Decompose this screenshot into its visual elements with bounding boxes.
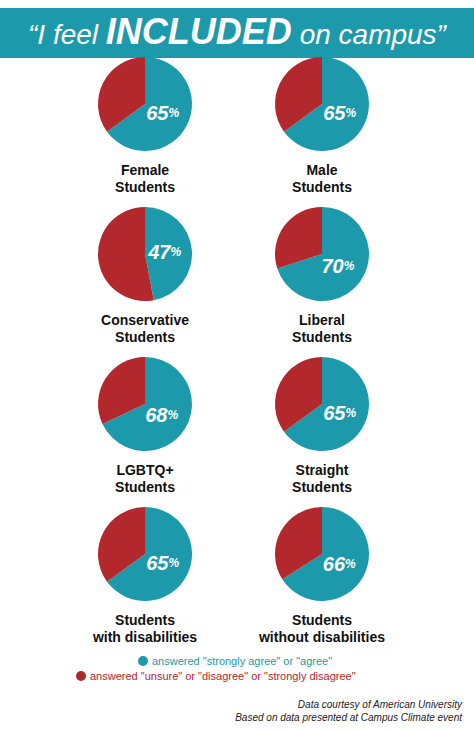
chart-title-line: Straight [296, 462, 349, 478]
data-label-part: % [168, 106, 179, 120]
data-label: 65% [323, 402, 356, 424]
data-label: 65% [146, 102, 179, 124]
pie-slice [98, 207, 154, 301]
chart-title-line: Students [115, 479, 175, 495]
data-label: 47% [147, 241, 181, 263]
title-part: “I feel [28, 19, 106, 50]
chart-title-line: Students [115, 179, 175, 195]
pie-slice [98, 357, 145, 424]
pie-chart: FemaleStudents [98, 57, 192, 195]
pie-slice [275, 57, 322, 132]
data-label-part: % [168, 556, 179, 570]
title: “I feel INCLUDED on campus” [28, 11, 448, 52]
pie-slice [275, 507, 322, 579]
pie-slice [98, 57, 145, 132]
data-label-part: % [344, 259, 355, 273]
chart-title: Studentswithout disabilities [258, 612, 385, 645]
chart-title-line: Students [292, 179, 352, 195]
chart-title-line: with disabilities [92, 629, 197, 645]
data-label-part: % [170, 245, 181, 259]
data-label: 68% [145, 404, 178, 426]
pie-chart: LiberalStudents [275, 207, 369, 345]
source-note: Based on data presented at Campus Climat… [235, 712, 463, 723]
title-part: INCLUDED [106, 11, 292, 52]
data-label: 65% [323, 102, 356, 124]
data-label-part: 70 [322, 255, 344, 277]
chart-title: FemaleStudents [115, 162, 175, 195]
chart-title-line: Students [292, 479, 352, 495]
pie-chart: MaleStudents [275, 57, 369, 195]
source-note: Data courtesy of American University [298, 699, 463, 710]
data-label: 70% [322, 255, 355, 277]
chart-title-line: Students [115, 329, 175, 345]
chart-title-line: Female [121, 162, 169, 178]
data-label-part: % [345, 406, 356, 420]
pie-chart: Studentswith disabilities [92, 507, 197, 645]
data-label-part: 65 [146, 552, 169, 574]
data-label-part: 66 [323, 553, 346, 575]
data-label-part: 65 [323, 402, 346, 424]
chart-title-line: Liberal [299, 312, 345, 328]
data-label-part: 65 [146, 102, 169, 124]
pie-slice [275, 357, 322, 432]
chart-title-line: Students [292, 329, 352, 345]
pie-chart: LGBTQ+Students [98, 357, 192, 495]
chart-title-line: without disabilities [258, 629, 385, 645]
data-label: 65% [146, 552, 179, 574]
title-banner [0, 8, 474, 58]
data-label-part: % [345, 106, 356, 120]
chart-title: ConservativeStudents [101, 312, 189, 345]
pie-chart: StraightStudents [275, 357, 369, 495]
legend-swatch [138, 656, 148, 666]
pie-chart: ConservativeStudents [98, 207, 192, 345]
data-label-part: 68 [145, 404, 168, 426]
data-label-part: 65 [323, 102, 346, 124]
chart-title-line: Students [115, 612, 175, 628]
chart-title: LGBTQ+Students [115, 462, 175, 495]
chart-title-line: Students [292, 612, 352, 628]
title-part: on campus” [292, 19, 448, 50]
legend-label: answered "unsure" or "disagree" or "stro… [90, 670, 356, 682]
chart-title: MaleStudents [292, 162, 352, 195]
legend-swatch [76, 671, 86, 681]
pie-slice [275, 207, 322, 269]
legend-label: answered "strongly agree" or "agree" [152, 655, 332, 667]
chart-title-line: Male [306, 162, 337, 178]
infographic: “I feel INCLUDED on campus”FemaleStudent… [0, 0, 474, 732]
chart-title-line: LGBTQ+ [116, 462, 173, 478]
chart-title: Studentswith disabilities [92, 612, 197, 645]
pie-slice [145, 207, 192, 300]
chart-title: StraightStudents [292, 462, 352, 495]
pie-chart: Studentswithout disabilities [258, 507, 385, 645]
data-label-part: % [345, 557, 356, 571]
data-label-part: 47 [147, 241, 171, 263]
pie-slice [98, 507, 145, 582]
data-label: 66% [323, 553, 356, 575]
chart-title-line: Conservative [101, 312, 189, 328]
data-label-part: % [167, 408, 178, 422]
chart-title: LiberalStudents [292, 312, 352, 345]
